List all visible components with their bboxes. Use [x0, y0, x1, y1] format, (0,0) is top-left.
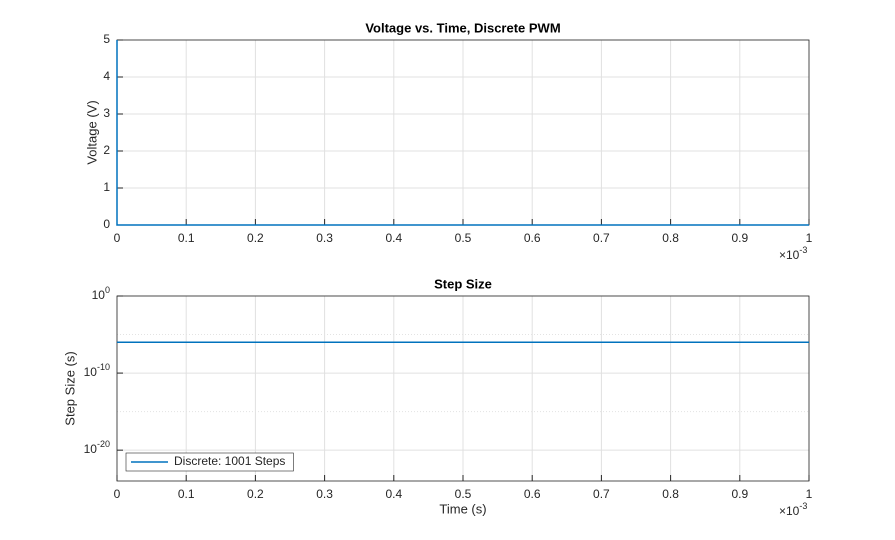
x-tick-label: 0.3 [316, 487, 333, 501]
x-tick-label: 0.9 [731, 487, 748, 501]
chart-title: Step Size [434, 276, 492, 291]
x-tick-label: 0.8 [662, 231, 679, 245]
legend: Discrete: 1001 Steps [125, 452, 294, 472]
data-line [116, 40, 809, 226]
y-axis-label: Step Size (s) [62, 351, 77, 425]
x-tick-label: 0.7 [593, 487, 610, 501]
x-tick-label: 0.9 [731, 231, 748, 245]
x-tick-label: 0.4 [385, 231, 402, 245]
x-tick-label: 0.2 [247, 231, 264, 245]
x-tick-label: 0.6 [524, 231, 541, 245]
y-axis-label: Voltage (V) [84, 100, 99, 164]
x-tick-label: 0.5 [455, 487, 472, 501]
x-tick-label: 0.2 [247, 487, 264, 501]
y-tick-label: 10-20 [84, 440, 110, 457]
y-tick-label: 100 [92, 285, 110, 302]
x-tick-label: 0.1 [178, 231, 195, 245]
x-tick-label: 0.5 [455, 231, 472, 245]
x-tick-label: 0.1 [178, 487, 195, 501]
x-tick-label: 1 [806, 487, 813, 501]
y-tick-label: 0 [103, 217, 110, 231]
y-tick-label: 1 [103, 180, 110, 194]
y-tick-label: 4 [103, 69, 110, 83]
y-tick-label: 10-10 [84, 362, 110, 379]
legend-box [125, 452, 294, 472]
legend-label: Discrete: 1001 Steps [174, 454, 285, 468]
x-multiplier: ×10-3 [779, 501, 807, 518]
x-tick-label: 0.7 [593, 231, 610, 245]
chart-title: Voltage vs. Time, Discrete PWM [365, 20, 560, 35]
x-tick-label: 0 [114, 231, 121, 245]
x-tick-label: 0.8 [662, 487, 679, 501]
x-tick-label: 0.4 [385, 487, 402, 501]
axes-box [116, 295, 810, 482]
x-tick-label: 0 [114, 487, 121, 501]
x-tick-label: 1 [806, 231, 813, 245]
x-tick-label: 0.6 [524, 487, 541, 501]
y-tick-label: 2 [103, 143, 110, 157]
x-multiplier: ×10-3 [779, 245, 807, 262]
y-tick-label: 3 [103, 106, 110, 120]
x-axis-label: Time (s) [439, 501, 486, 516]
x-tick-label: 0.3 [316, 231, 333, 245]
y-tick-label: 5 [103, 32, 110, 46]
